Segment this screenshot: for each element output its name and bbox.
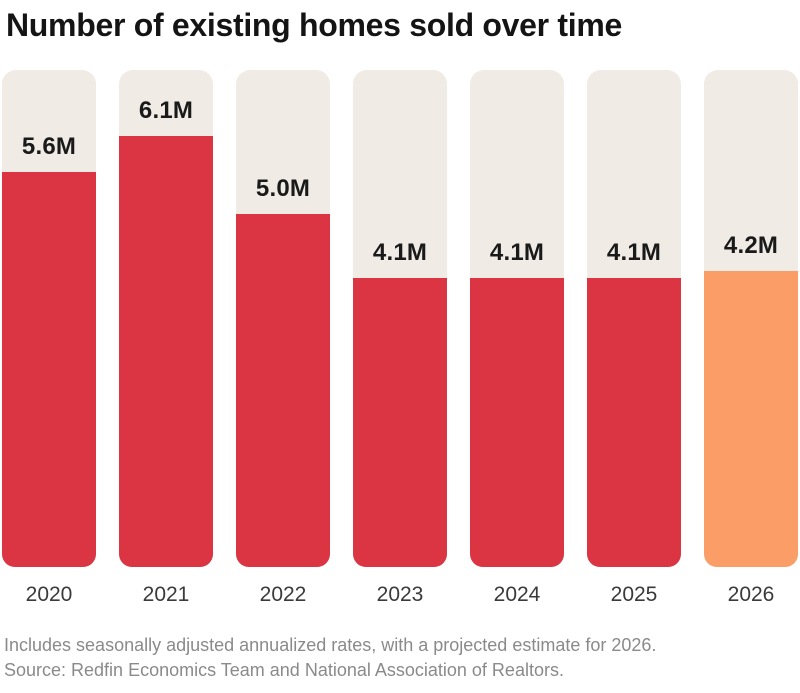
bar-fill-2023 [353,277,447,567]
value-label-2023: 4.1M [372,238,428,266]
x-axis: 2020 2021 2022 2023 2024 2025 2026 [0,583,800,607]
value-label-2021: 6.1M [138,97,194,125]
bar-track-2020: 5.6M [2,70,96,567]
bar-track-2026: 4.2M [704,70,798,567]
bar-fill-2020 [2,171,96,567]
bar-track-2021: 6.1M [119,70,213,567]
bar-chart: 5.6M 6.1M 5.0M 4.1M 4.1M 4.1M 4.2M [0,70,800,567]
footnote-line1: Includes seasonally adjusted annualized … [4,635,657,655]
footnote-line2: Source: Redfin Economics Team and Nation… [4,660,564,680]
chart-footnote: Includes seasonally adjusted annualized … [4,633,800,683]
value-label-2026: 4.2M [723,231,779,259]
bar-track-2025: 4.1M [587,70,681,567]
value-label-2025: 4.1M [606,238,662,266]
bar-track-2023: 4.1M [353,70,447,567]
value-label-2022: 5.0M [255,175,311,203]
value-label-2024: 4.1M [489,238,545,266]
bar-fill-2025 [587,277,681,567]
bar-track-2024: 4.1M [470,70,564,567]
bar-fill-2024 [470,277,564,567]
year-label-2022: 2022 [259,583,307,606]
year-label-2020: 2020 [25,583,73,606]
chart-title: Number of existing homes sold over time [6,7,622,43]
value-label-2020: 5.6M [21,132,77,160]
bar-fill-2022 [236,214,330,567]
year-label-2021: 2021 [142,583,190,606]
bar-fill-2021 [119,136,213,567]
year-label-2026: 2026 [727,583,775,606]
bar-fill-2026 [704,270,798,567]
year-label-2024: 2024 [493,583,541,606]
bar-track-2022: 5.0M [236,70,330,567]
year-label-2023: 2023 [376,583,424,606]
year-label-2025: 2025 [610,583,658,606]
